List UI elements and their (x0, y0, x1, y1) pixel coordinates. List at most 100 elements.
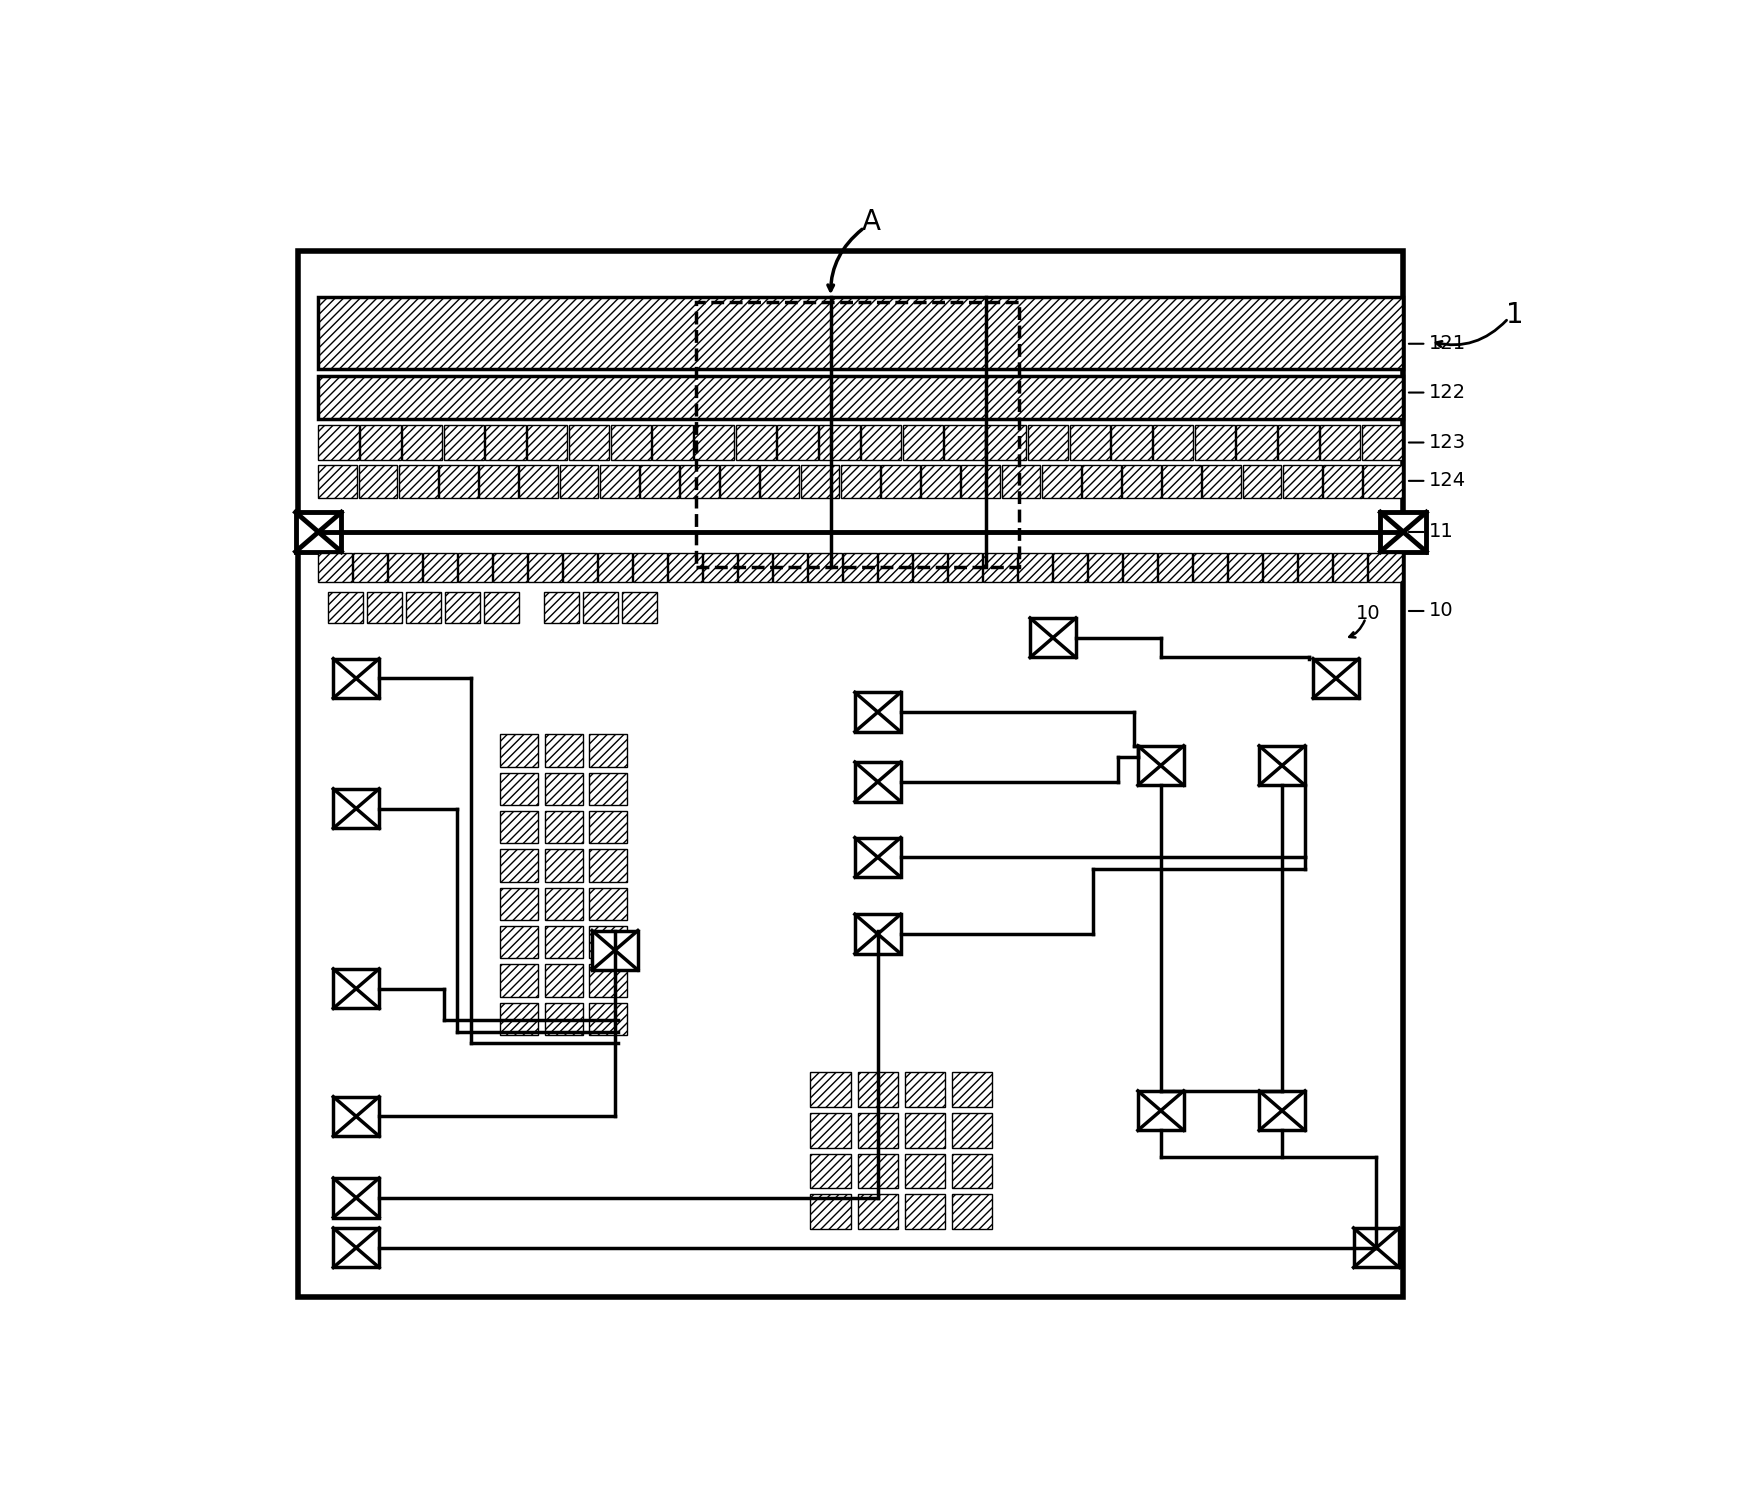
Bar (318, 426, 358, 460)
Bar (424, 552, 457, 582)
Text: 124: 124 (1429, 471, 1466, 490)
Bar (1193, 552, 1228, 582)
Bar (569, 426, 609, 460)
Bar (544, 593, 579, 623)
Bar (951, 1073, 993, 1108)
Bar (856, 837, 901, 877)
Bar (544, 887, 583, 920)
Bar (810, 1194, 850, 1230)
Bar (1363, 465, 1402, 498)
Bar (809, 552, 842, 582)
Bar (544, 735, 583, 767)
Bar (445, 593, 480, 623)
Bar (1111, 426, 1151, 460)
Bar (1236, 426, 1276, 460)
Bar (760, 465, 800, 498)
Bar (739, 552, 772, 582)
Bar (501, 927, 537, 958)
Bar (1334, 552, 1367, 582)
Bar (904, 1153, 946, 1189)
Text: 10: 10 (1429, 602, 1454, 620)
Bar (1243, 465, 1282, 498)
Bar (1082, 465, 1120, 498)
Bar (590, 1002, 628, 1035)
Bar (1362, 426, 1402, 460)
Bar (913, 552, 948, 582)
Text: 11: 11 (1429, 522, 1454, 542)
Bar (358, 465, 398, 498)
Bar (501, 850, 537, 881)
Bar (951, 1114, 993, 1148)
Bar (1228, 552, 1263, 582)
Bar (882, 465, 920, 498)
Bar (544, 850, 583, 881)
Bar (857, 1073, 897, 1108)
Bar (843, 552, 876, 582)
Bar (1019, 552, 1052, 582)
Bar (1122, 465, 1162, 498)
Bar (857, 1194, 897, 1230)
Bar (878, 552, 911, 582)
Bar (777, 426, 817, 460)
Bar (1153, 426, 1193, 460)
Bar (633, 552, 668, 582)
Bar (922, 465, 960, 498)
Bar (590, 735, 628, 767)
Bar (1158, 552, 1191, 582)
Bar (948, 552, 983, 582)
Bar (1002, 465, 1040, 498)
Bar (563, 552, 596, 582)
Bar (1054, 552, 1087, 582)
Bar (544, 1002, 583, 1035)
Bar (1369, 552, 1402, 582)
Bar (407, 593, 442, 623)
Bar (1313, 658, 1358, 699)
Bar (1042, 465, 1080, 498)
Bar (318, 297, 1403, 370)
Bar (590, 887, 628, 920)
Bar (334, 1097, 379, 1136)
Bar (800, 465, 840, 498)
Bar (590, 810, 628, 844)
Bar (590, 927, 628, 958)
Bar (334, 969, 379, 1008)
Bar (774, 552, 807, 582)
Text: 123: 123 (1429, 433, 1466, 453)
Bar (951, 1194, 993, 1230)
Bar (367, 593, 402, 623)
Bar (703, 552, 737, 582)
Bar (904, 1194, 946, 1230)
Bar (388, 552, 423, 582)
Bar (334, 658, 379, 699)
Bar (480, 465, 518, 498)
Bar (668, 552, 703, 582)
Bar (501, 1002, 537, 1035)
Bar (296, 512, 341, 552)
Bar (652, 426, 692, 460)
Bar (810, 1073, 850, 1108)
Bar (600, 465, 638, 498)
Bar (857, 1114, 897, 1148)
Bar (598, 552, 631, 582)
Bar (1089, 552, 1122, 582)
Bar (696, 302, 1019, 567)
Bar (986, 426, 1026, 460)
Bar (856, 762, 901, 801)
Bar (1283, 465, 1322, 498)
Bar (1320, 426, 1360, 460)
Bar (544, 964, 583, 997)
Bar (459, 552, 492, 582)
Bar (1263, 552, 1297, 582)
Bar (485, 426, 525, 460)
Bar (1137, 745, 1184, 785)
Bar (736, 426, 776, 460)
Bar (544, 810, 583, 844)
Bar (951, 1153, 993, 1189)
Bar (856, 914, 901, 954)
Bar (334, 1228, 379, 1268)
Bar (1299, 552, 1332, 582)
Bar (623, 593, 657, 623)
Bar (1278, 426, 1318, 460)
Bar (904, 1114, 946, 1148)
Bar (1323, 465, 1362, 498)
